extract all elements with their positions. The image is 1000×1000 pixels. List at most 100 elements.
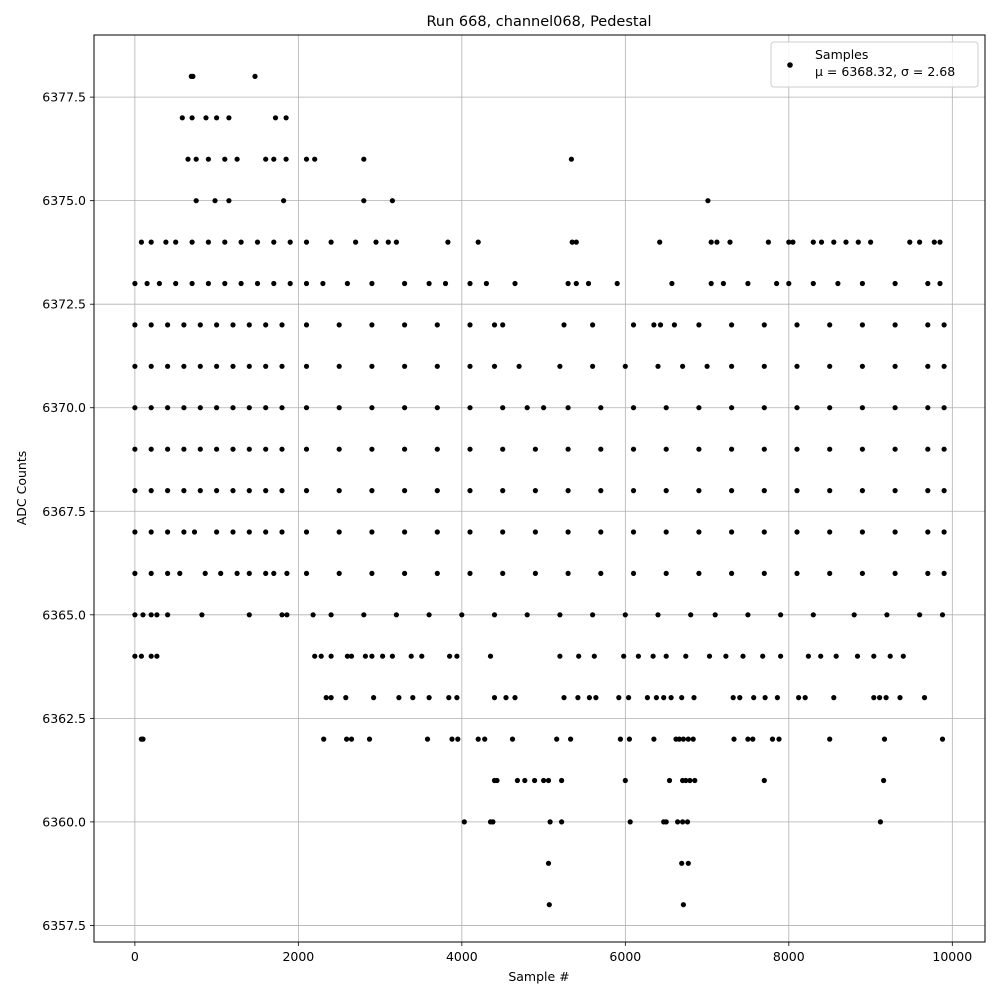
data-point: [668, 695, 674, 701]
data-point: [491, 322, 498, 328]
data-point: [361, 156, 367, 162]
data-point: [871, 695, 877, 701]
data-point: [684, 819, 691, 825]
y-tick-label: 6372.5: [42, 297, 86, 312]
data-point: [790, 239, 796, 245]
data-point: [230, 363, 236, 369]
data-point: [226, 198, 232, 204]
data-point: [148, 405, 154, 411]
x-axis-label: Sample #: [508, 969, 569, 984]
data-point: [434, 446, 440, 452]
data-point: [761, 570, 767, 577]
data-point: [181, 405, 187, 411]
data-point: [651, 736, 657, 742]
data-point: [193, 198, 199, 204]
data-point: [892, 529, 898, 535]
data-point: [559, 819, 565, 825]
data-point: [868, 239, 874, 245]
data-point: [598, 529, 604, 535]
data-point: [154, 612, 160, 618]
data-point: [148, 363, 154, 369]
y-tick-label: 6365.0: [42, 607, 86, 622]
data-point: [179, 115, 185, 121]
data-point: [630, 405, 637, 411]
data-point: [197, 405, 203, 411]
data-point: [454, 695, 460, 701]
data-point: [691, 695, 697, 701]
data-point: [173, 239, 179, 245]
data-point: [271, 239, 277, 245]
data-point: [859, 322, 866, 328]
data-point: [541, 405, 547, 411]
data-point: [165, 488, 171, 494]
data-point: [854, 653, 861, 659]
data-point: [491, 363, 498, 369]
data-point: [310, 612, 316, 618]
data-point: [794, 529, 800, 535]
data-point: [494, 777, 500, 784]
data-point: [263, 156, 269, 162]
data-point: [729, 363, 735, 369]
data-point: [491, 695, 498, 701]
data-point: [761, 405, 767, 411]
data-point: [191, 529, 198, 535]
data-point: [467, 446, 473, 452]
data-point: [655, 363, 661, 369]
data-point: [617, 736, 624, 742]
data-point: [810, 612, 816, 618]
data-point: [214, 115, 220, 121]
data-point: [318, 653, 324, 659]
data-point: [559, 777, 565, 784]
data-point: [877, 819, 884, 825]
data-point: [234, 570, 240, 577]
data-point: [650, 653, 656, 659]
data-point: [490, 819, 496, 825]
data-point: [467, 322, 473, 328]
data-point: [663, 446, 669, 452]
data-point: [279, 405, 285, 411]
data-point: [254, 239, 261, 245]
data-point: [573, 280, 579, 287]
data-point: [246, 612, 252, 618]
x-tick-label: 2000: [282, 949, 314, 964]
data-point: [745, 612, 751, 618]
data-point: [729, 488, 735, 494]
data-point: [197, 446, 203, 452]
data-point: [680, 819, 686, 825]
data-point: [769, 736, 776, 742]
data-point: [859, 529, 866, 535]
data-point: [348, 736, 355, 742]
data-point: [663, 488, 669, 494]
data-point: [939, 612, 946, 618]
data-point: [657, 239, 663, 245]
data-point: [731, 736, 737, 742]
data-point: [541, 777, 547, 784]
data-point: [343, 695, 349, 701]
data-point: [218, 570, 224, 577]
data-point: [173, 280, 179, 287]
data-point: [500, 570, 506, 577]
data-point: [279, 363, 285, 369]
data-point: [892, 570, 898, 577]
data-point: [419, 653, 425, 659]
data-point: [483, 280, 489, 287]
data-point: [408, 653, 414, 659]
data-point: [263, 405, 269, 411]
data-point: [881, 736, 888, 742]
data-point: [246, 570, 252, 577]
data-point: [696, 570, 702, 577]
data-point: [892, 405, 898, 411]
data-point: [230, 446, 236, 452]
data-point: [181, 363, 187, 369]
data-point: [424, 736, 431, 742]
data-point: [336, 363, 342, 369]
data-point: [737, 695, 743, 701]
data-point: [565, 529, 571, 535]
data-point: [794, 363, 800, 369]
data-point: [487, 653, 494, 659]
data-point: [714, 239, 720, 245]
data-point: [402, 446, 408, 452]
data-point: [336, 405, 342, 411]
data-point: [871, 653, 877, 659]
data-point: [786, 239, 792, 245]
